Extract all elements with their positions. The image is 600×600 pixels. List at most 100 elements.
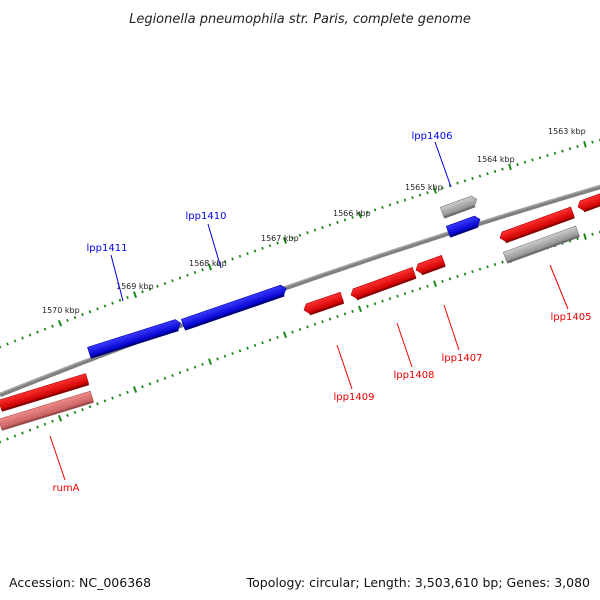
outer-minor-tick bbox=[426, 191, 429, 195]
gene-label-lpp1406[interactable]: lpp1406 bbox=[412, 131, 453, 142]
gene-label-lpp1405[interactable]: lpp1405 bbox=[551, 312, 592, 323]
inner-major-tick bbox=[57, 414, 63, 422]
outer-minor-tick bbox=[471, 176, 474, 180]
gene-label-lpp1411[interactable]: lpp1411 bbox=[87, 243, 128, 254]
outer-minor-tick bbox=[516, 163, 519, 167]
inner-minor-tick bbox=[73, 410, 77, 415]
inner-minor-tick bbox=[223, 354, 227, 358]
outer-minor-tick bbox=[88, 310, 92, 314]
outer-minor-tick bbox=[186, 273, 189, 277]
gene-label-lpp1409[interactable]: lpp1409 bbox=[334, 392, 375, 403]
inner-major-tick bbox=[358, 305, 362, 313]
leader-lpp1406 bbox=[434, 141, 452, 188]
inner-minor-tick bbox=[193, 365, 197, 369]
outer-minor-tick bbox=[396, 200, 399, 204]
gene-label-lpp1407[interactable]: lpp1407 bbox=[442, 353, 483, 364]
leader-lpp1405 bbox=[549, 264, 569, 310]
inner-minor-tick bbox=[253, 343, 257, 347]
inner-minor-tick bbox=[343, 312, 347, 316]
gene-label-lpp1410[interactable]: lpp1410 bbox=[186, 211, 227, 222]
gene-lpp1408[interactable] bbox=[349, 267, 417, 301]
inner-minor-tick bbox=[268, 338, 272, 342]
outer-minor-tick bbox=[111, 301, 114, 305]
outer-minor-tick bbox=[156, 284, 159, 288]
outer-minor-tick bbox=[81, 313, 84, 317]
outer-minor-tick bbox=[388, 203, 392, 207]
outer-major-tick bbox=[583, 141, 587, 148]
inner-minor-tick bbox=[336, 315, 339, 318]
gene-label-lpp1408[interactable]: lpp1408 bbox=[394, 370, 435, 381]
gene-lpp1406[interactable] bbox=[445, 215, 482, 238]
inner-minor-tick bbox=[186, 368, 189, 372]
pseudo-gene-rumA[interactable] bbox=[0, 390, 94, 431]
inner-minor-tick bbox=[291, 330, 294, 334]
outer-minor-tick bbox=[148, 287, 152, 291]
outer-minor-tick bbox=[321, 226, 324, 230]
outer-minor-tick bbox=[576, 145, 579, 149]
inner-minor-tick bbox=[118, 393, 122, 397]
outer-minor-tick bbox=[493, 169, 497, 173]
outer-minor-tick bbox=[291, 236, 294, 240]
inner-minor-tick bbox=[66, 413, 69, 417]
outer-minor-tick bbox=[411, 196, 414, 200]
outer-minor-tick bbox=[253, 249, 257, 253]
inner-minor-tick bbox=[471, 270, 474, 274]
outer-minor-tick bbox=[36, 330, 39, 334]
outer-minor-tick bbox=[141, 290, 144, 294]
outer-minor-tick bbox=[531, 158, 534, 162]
outer-minor-tick bbox=[523, 160, 527, 164]
outer-minor-tick bbox=[103, 304, 107, 308]
inner-minor-tick bbox=[426, 284, 429, 288]
scale-label-1563: 1563 kbp bbox=[548, 127, 586, 136]
scale-label-1566: 1566 kbp bbox=[333, 209, 371, 218]
inner-minor-tick bbox=[463, 272, 467, 276]
outer-minor-tick bbox=[178, 276, 182, 280]
inner-minor-tick bbox=[246, 346, 249, 350]
outer-minor-tick bbox=[231, 257, 234, 261]
outer-minor-tick bbox=[546, 153, 549, 157]
pseudo-gene-lpp1405[interactable] bbox=[502, 225, 580, 264]
gene-lpp1411[interactable] bbox=[87, 318, 182, 359]
leader-lpp1407 bbox=[443, 304, 460, 351]
gene-lpp1409[interactable] bbox=[302, 291, 345, 316]
inner-minor-tick bbox=[36, 425, 39, 429]
outer-minor-tick bbox=[276, 241, 279, 245]
inner-minor-tick bbox=[111, 396, 114, 400]
gene-rumA[interactable] bbox=[0, 373, 90, 412]
inner-minor-tick bbox=[373, 302, 377, 306]
outer-minor-tick bbox=[568, 147, 572, 151]
inner-minor-tick bbox=[81, 408, 84, 412]
outer-minor-tick bbox=[366, 210, 369, 214]
gene-label-rumA[interactable]: rumA bbox=[52, 483, 79, 494]
outer-minor-tick bbox=[73, 315, 77, 320]
gene-edge-right[interactable] bbox=[576, 191, 600, 214]
gene-lpp1407[interactable] bbox=[414, 254, 446, 276]
outer-minor-tick bbox=[51, 324, 54, 328]
genome-backbone-highlight bbox=[0, 184, 600, 395]
gene-lpp1410[interactable] bbox=[180, 284, 288, 331]
genome-backbone bbox=[0, 184, 600, 398]
outer-minor-tick bbox=[298, 233, 302, 237]
outer-minor-tick bbox=[21, 336, 24, 340]
outer-minor-tick bbox=[216, 262, 219, 266]
inner-minor-tick bbox=[178, 371, 182, 375]
inner-minor-tick bbox=[388, 297, 392, 301]
inner-minor-tick bbox=[411, 289, 414, 293]
inner-minor-tick bbox=[396, 294, 399, 298]
outer-minor-tick bbox=[268, 244, 272, 248]
outer-minor-tick bbox=[163, 281, 167, 286]
inner-minor-tick bbox=[351, 309, 354, 313]
inner-minor-tick bbox=[126, 390, 129, 394]
gene-lpp1405[interactable] bbox=[498, 206, 575, 245]
pseudo-gene-upper[interactable] bbox=[439, 195, 479, 219]
outer-minor-tick bbox=[261, 246, 264, 250]
inner-minor-tick bbox=[486, 265, 489, 269]
inner-minor-tick bbox=[216, 357, 219, 361]
inner-minor-tick bbox=[298, 328, 302, 331]
outer-major-tick bbox=[282, 237, 288, 244]
inner-minor-tick bbox=[43, 422, 47, 426]
inner-minor-tick bbox=[328, 317, 332, 321]
inner-minor-tick bbox=[306, 325, 309, 329]
inner-minor-tick bbox=[88, 405, 92, 409]
